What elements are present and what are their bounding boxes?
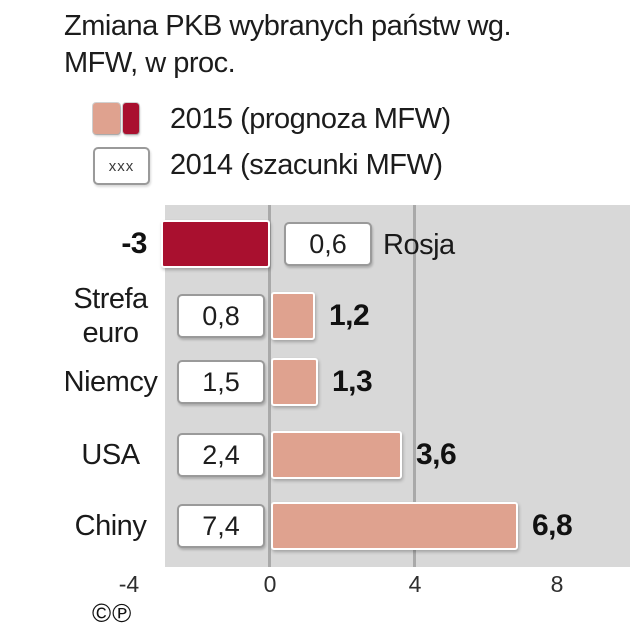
legend-swatch-2015: [93, 103, 139, 134]
bar-2015-chiny: [271, 502, 518, 550]
country-label-rosja: Rosja: [383, 229, 455, 261]
legend-swatch-2014: xxx: [93, 147, 150, 185]
bar-2015-rosja: [161, 220, 270, 268]
x-tick-4: 4: [408, 571, 422, 597]
legend-color-positive-swatch: [93, 103, 120, 134]
value-label-2015-strefa-euro: 1,2: [329, 299, 370, 332]
chart-title: Zmiana PKB wybranych państw wg. MFW, w p…: [64, 8, 624, 82]
value-box-2014-chiny: 7,4: [177, 504, 265, 548]
bar-2015-strefa-euro: [271, 292, 315, 340]
legend-label-2015: 2015 (prognoza MFW): [170, 103, 451, 135]
value-box-2014-rosja: 0,6: [284, 222, 372, 266]
value-label-2015-niemcy: 1,3: [332, 365, 373, 398]
bar-2015-usa: [271, 431, 402, 479]
chart-title-line1: Zmiana PKB wybranych państw wg.: [64, 10, 512, 42]
bar-2015-niemcy: [271, 358, 318, 406]
value-label-2015-usa: 3,6: [416, 438, 457, 471]
country-label-niemcy: Niemcy: [63, 366, 158, 398]
x-tick-0: 0: [263, 571, 277, 597]
x-tick-minus4: -4: [118, 571, 140, 597]
value-box-2014-niemcy: 1,5: [177, 360, 265, 404]
country-label-chiny: Chiny: [74, 510, 147, 542]
value-label-2015-chiny: 6,8: [532, 509, 573, 542]
value-box-2014-strefa-euro: 0,8: [177, 294, 265, 338]
value-box-2014-usa: 2,4: [177, 433, 265, 477]
gridline-four: [413, 205, 416, 567]
gridline-zero: [268, 205, 271, 567]
chart-title-line2: MFW, w proc.: [64, 47, 236, 79]
value-label-2015-rosja: -3: [121, 227, 147, 260]
legend-label-2014: 2014 (szacunki MFW): [170, 149, 443, 181]
copyright-marks: ©℗: [92, 598, 133, 628]
country-label-usa: USA: [81, 439, 140, 471]
legend-swatch-2014-text: xxx: [108, 157, 135, 175]
x-tick-8: 8: [550, 571, 564, 597]
legend-color-negative-swatch: [123, 103, 139, 134]
country-label-strefa-euro: Strefa euro: [73, 283, 148, 349]
